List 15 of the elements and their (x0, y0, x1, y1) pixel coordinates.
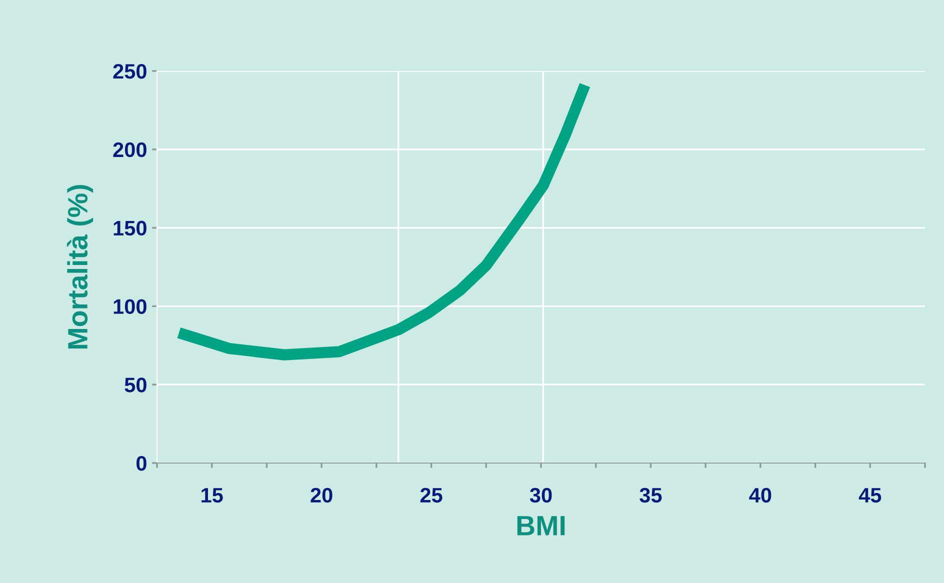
y-tick-label: 50 (124, 378, 146, 392)
x-tick-label: 20 (310, 488, 332, 503)
y-tick-label: 250 (113, 64, 146, 79)
y-tick-label: 200 (113, 142, 146, 158)
x-tick-label: 30 (530, 488, 552, 503)
x-tick-label: 35 (640, 488, 662, 503)
y-tick-label: 100 (114, 299, 146, 314)
y-tick-label: 150 (114, 220, 146, 236)
x-axis-title: BMI (517, 516, 565, 536)
x-tick-label: 45 (858, 488, 882, 503)
x-tick-label: 15 (202, 488, 223, 503)
y-tick-label: 0 (136, 456, 146, 471)
x-tick-label: 40 (749, 488, 772, 503)
y-axis-title: Mortalità (%) (66, 185, 94, 348)
x-tick-label: 25 (420, 488, 442, 503)
